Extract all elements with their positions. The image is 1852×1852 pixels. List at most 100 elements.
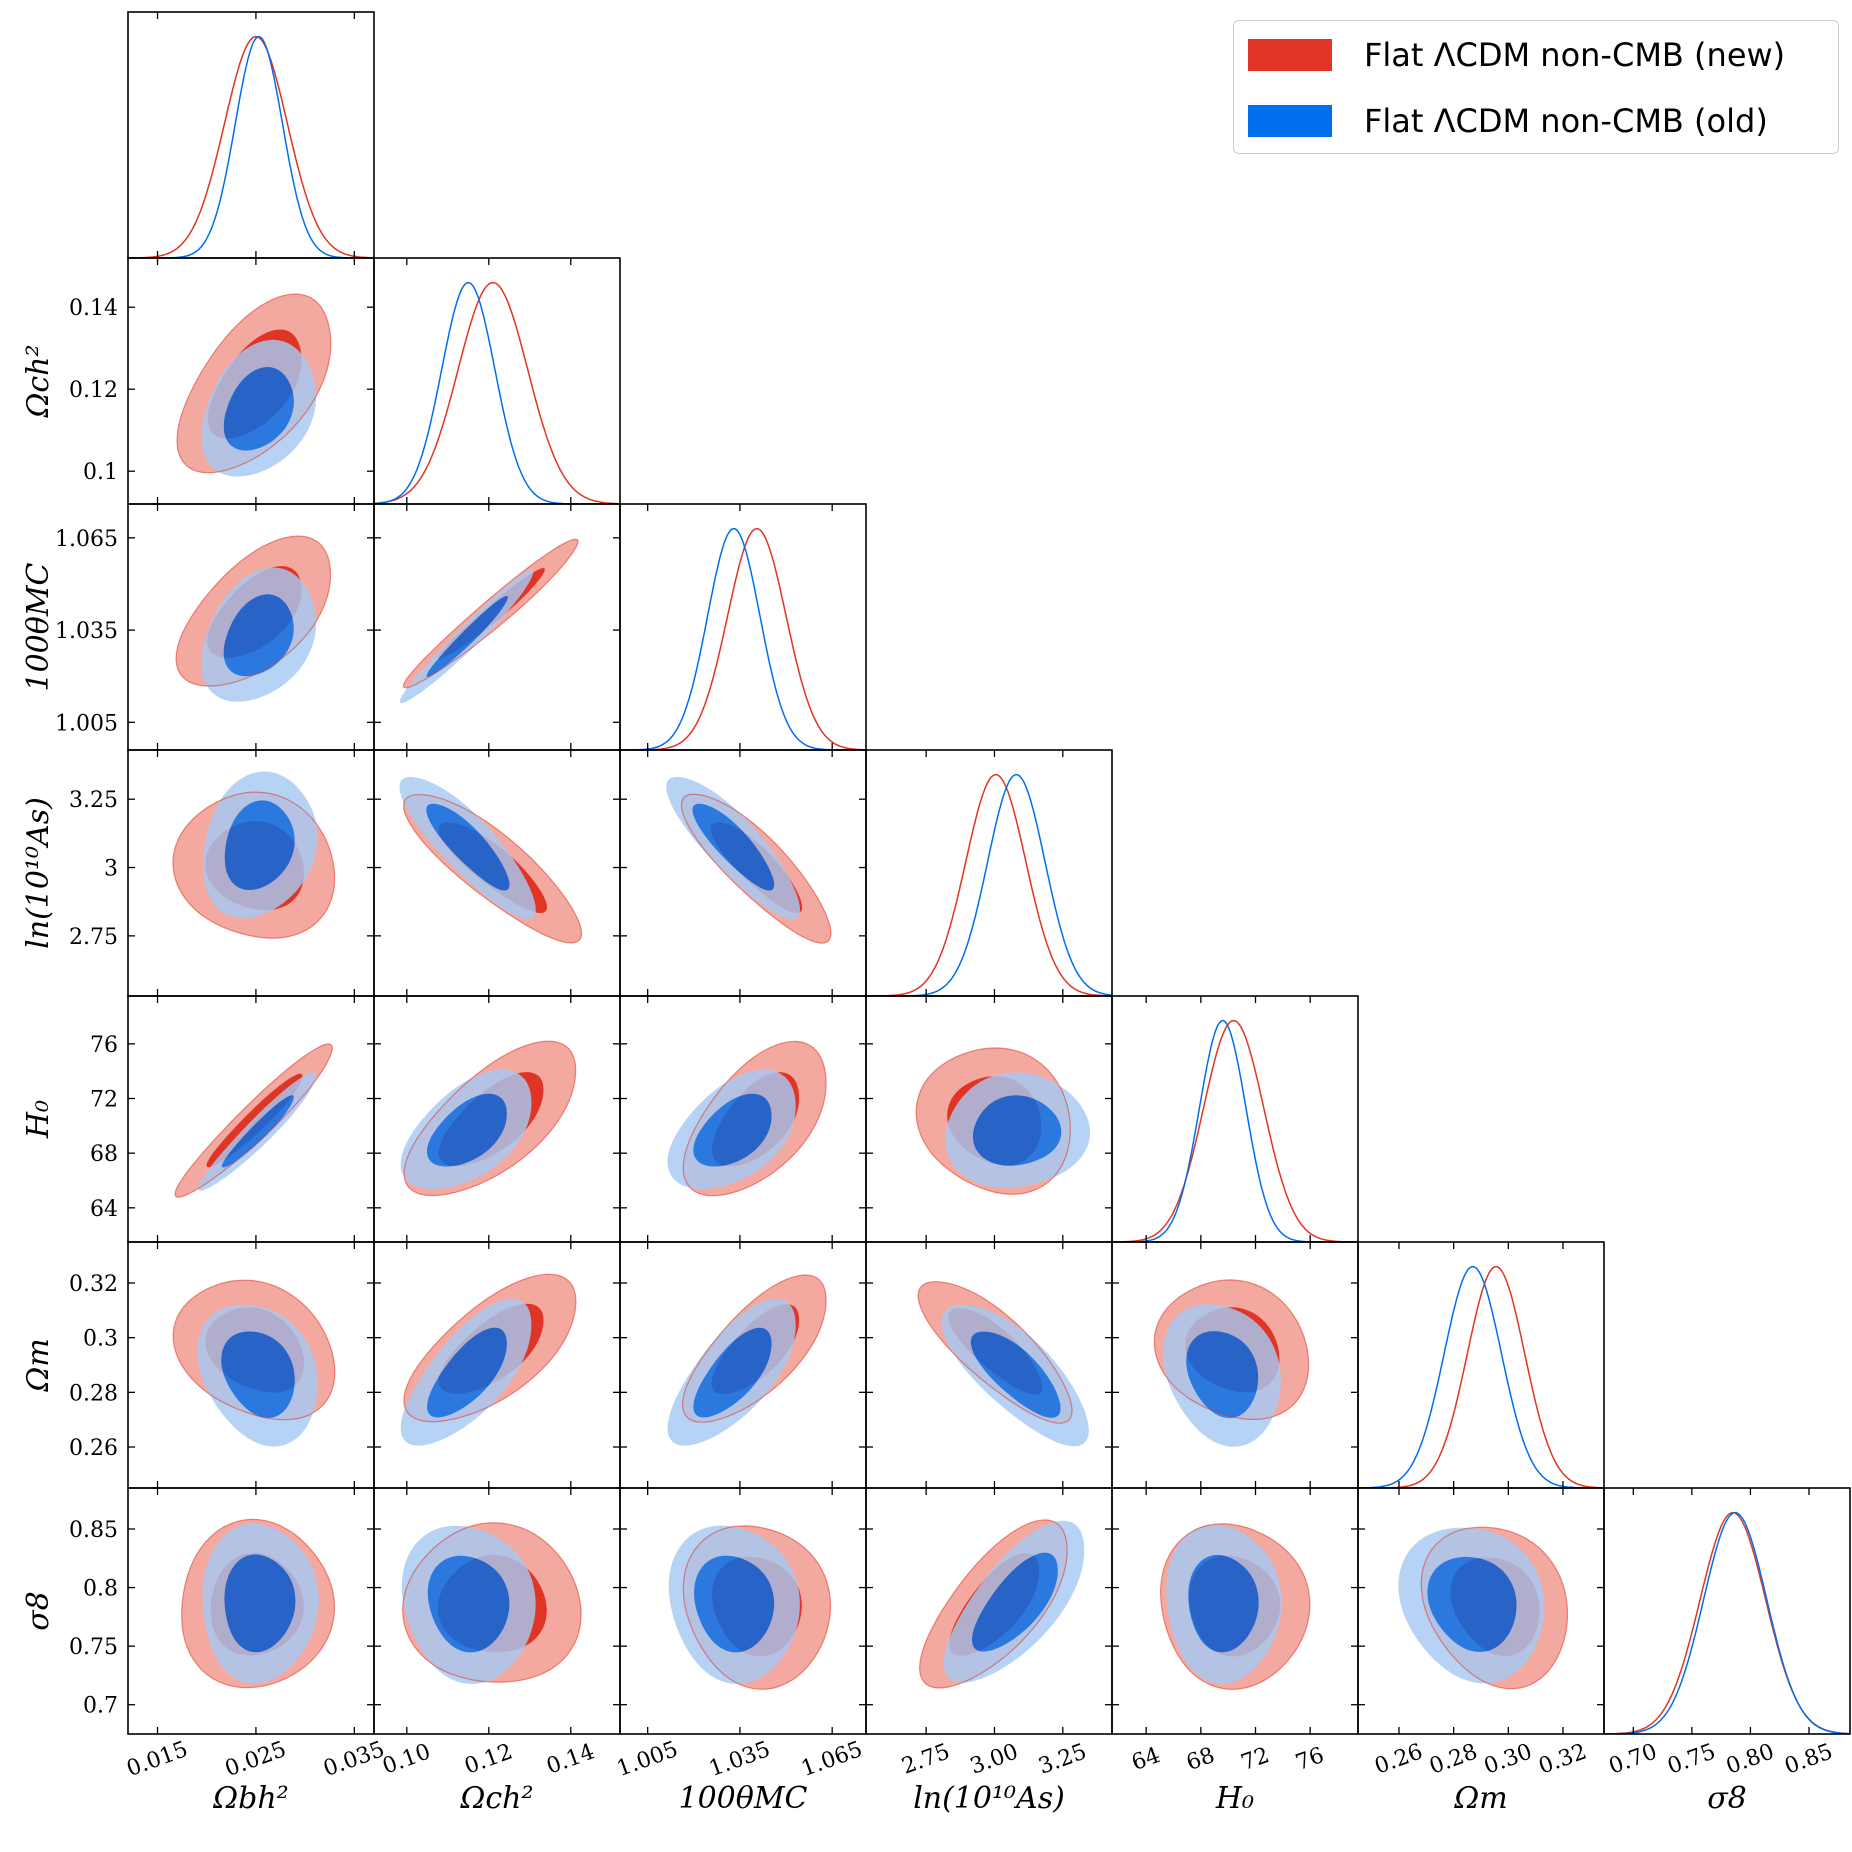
marginal-old-omb (128, 35, 374, 258)
legend-entry-old: Flat ΛCDM non-CMB (old) (1248, 101, 1768, 141)
y-tick-label: 0.26 (69, 1436, 118, 1461)
contour-95-new-edge (175, 535, 332, 687)
panel-s8-omc (373, 1487, 621, 1735)
contour-95-new-edge (1159, 1523, 1311, 1690)
x-tick-label: 0.28 (1426, 1739, 1481, 1779)
marginal-new-s8 (1604, 1511, 1850, 1734)
marginal-new-h0 (1112, 1019, 1358, 1242)
contour-95-new-edge (403, 1273, 577, 1423)
contour-95-new-edge (174, 1043, 333, 1198)
y-axis-label-omc: Ωch² (21, 344, 56, 418)
x-tick-label: 0.80 (1723, 1739, 1778, 1779)
contour-95-new-edge (176, 293, 332, 474)
panel-content (1358, 1265, 1604, 1488)
contour-68-old (426, 803, 510, 891)
y-axis-label-theta: 100θMC (21, 562, 56, 691)
y-tick-label: 0.28 (69, 1381, 118, 1406)
contour-95-new-edge (681, 1274, 827, 1423)
y-tick-label: 0.3 (83, 1327, 118, 1352)
old-contours (943, 1520, 1085, 1683)
contour-68-old (692, 803, 775, 891)
panel-content (915, 1047, 1090, 1195)
y-axis-label-s8: σ8 (21, 1591, 56, 1631)
y-tick-label: 68 (90, 1142, 118, 1167)
x-axis-label-omb: Ωbh² (212, 1781, 288, 1816)
panel-omc-omc (373, 257, 621, 505)
panel-frame (1603, 1487, 1851, 1735)
contour-68-old (426, 595, 508, 677)
x-tick-label: 0.26 (1372, 1739, 1427, 1779)
y-axis-label-las: ln(10¹⁰As) (21, 797, 56, 949)
y-tick-label: 72 (90, 1088, 118, 1113)
x-tick-label: 0.75 (1664, 1739, 1719, 1779)
x-tick-label: 3.00 (967, 1739, 1022, 1779)
x-tick-label: 0.015 (123, 1737, 191, 1782)
panel-content (666, 776, 832, 944)
contour-68-old (427, 1093, 507, 1167)
contour-95-new-edge (172, 791, 336, 939)
y-tick-label: 1.065 (55, 527, 118, 552)
contour-68-old (223, 594, 294, 677)
y-tick-label: 76 (90, 1033, 118, 1058)
x-tick-label: 76 (1293, 1743, 1328, 1776)
contour-95-new-edge (402, 538, 579, 689)
x-tick-label: 0.85 (1782, 1739, 1837, 1779)
old-contours (399, 776, 536, 920)
contour-95-new-edge (682, 1525, 832, 1690)
contour-95-new-edge (1420, 1526, 1569, 1690)
panel-theta-omb (127, 503, 375, 751)
x-axis-label-om: Ωm (1453, 1781, 1507, 1816)
panel-content (667, 1274, 827, 1446)
panel-content (1112, 1019, 1358, 1242)
contour-68-old (221, 1331, 295, 1418)
panel-s8-h0 (1111, 1487, 1359, 1735)
y-tick-label: 1.035 (55, 619, 118, 644)
old-contours (399, 570, 534, 704)
legend-label-old: Flat ΛCDM non-CMB (old) (1364, 102, 1768, 140)
marginal-old-h0 (1112, 1019, 1358, 1242)
x-tick-label: 1.005 (614, 1737, 682, 1782)
legend-swatch-old (1248, 105, 1332, 137)
x-tick-label: 3.25 (1035, 1739, 1090, 1779)
panel-las-omc (373, 749, 621, 997)
contour-68-old (224, 1554, 296, 1653)
x-tick-label: 0.025 (222, 1737, 290, 1782)
x-tick-label: 0.12 (461, 1739, 516, 1779)
panel-content (374, 281, 620, 504)
panel-om-omc (373, 1241, 621, 1489)
contour-68-old (224, 800, 295, 890)
panel-content (172, 1279, 336, 1447)
contour-68-old (693, 1327, 772, 1418)
old-contours (201, 567, 317, 702)
marginal-new-omb (128, 35, 374, 258)
contour-95-new-edge (918, 1519, 1068, 1689)
panel-om-omb (127, 1241, 375, 1489)
x-tick-label: 0.14 (543, 1739, 598, 1779)
contour-68-old (427, 1327, 507, 1418)
y-tick-label: 0.8 (83, 1577, 118, 1602)
panel-s8-s8 (1603, 1487, 1851, 1735)
old-contours (197, 1304, 318, 1447)
old-contours (400, 1069, 532, 1189)
panel-omc-omb (127, 257, 375, 505)
legend: Flat ΛCDM non-CMB (new) Flat ΛCDM non-CM… (1233, 20, 1839, 154)
x-tick-label: 0.32 (1536, 1739, 1591, 1779)
panel-s8-om (1357, 1487, 1605, 1735)
old-contours (1166, 1524, 1282, 1684)
old-contours (668, 1525, 800, 1684)
contour-95-new-edge (1153, 1279, 1310, 1420)
contour-95-new-edge (680, 793, 832, 944)
contour-68-old (970, 1331, 1061, 1418)
contour-68-old (694, 1555, 775, 1653)
contour-95-new-edge (402, 793, 583, 944)
panel-las-omb (127, 749, 375, 997)
contour-95-new-edge (915, 1047, 1071, 1195)
panel-s8-theta (619, 1487, 867, 1735)
panel-h0-h0 (1111, 995, 1359, 1243)
panel-content (1398, 1526, 1569, 1690)
panel-om-h0 (1111, 1241, 1359, 1489)
old-contours (667, 1298, 796, 1446)
contour-68-old (1186, 1331, 1259, 1419)
old-contours (201, 339, 317, 477)
